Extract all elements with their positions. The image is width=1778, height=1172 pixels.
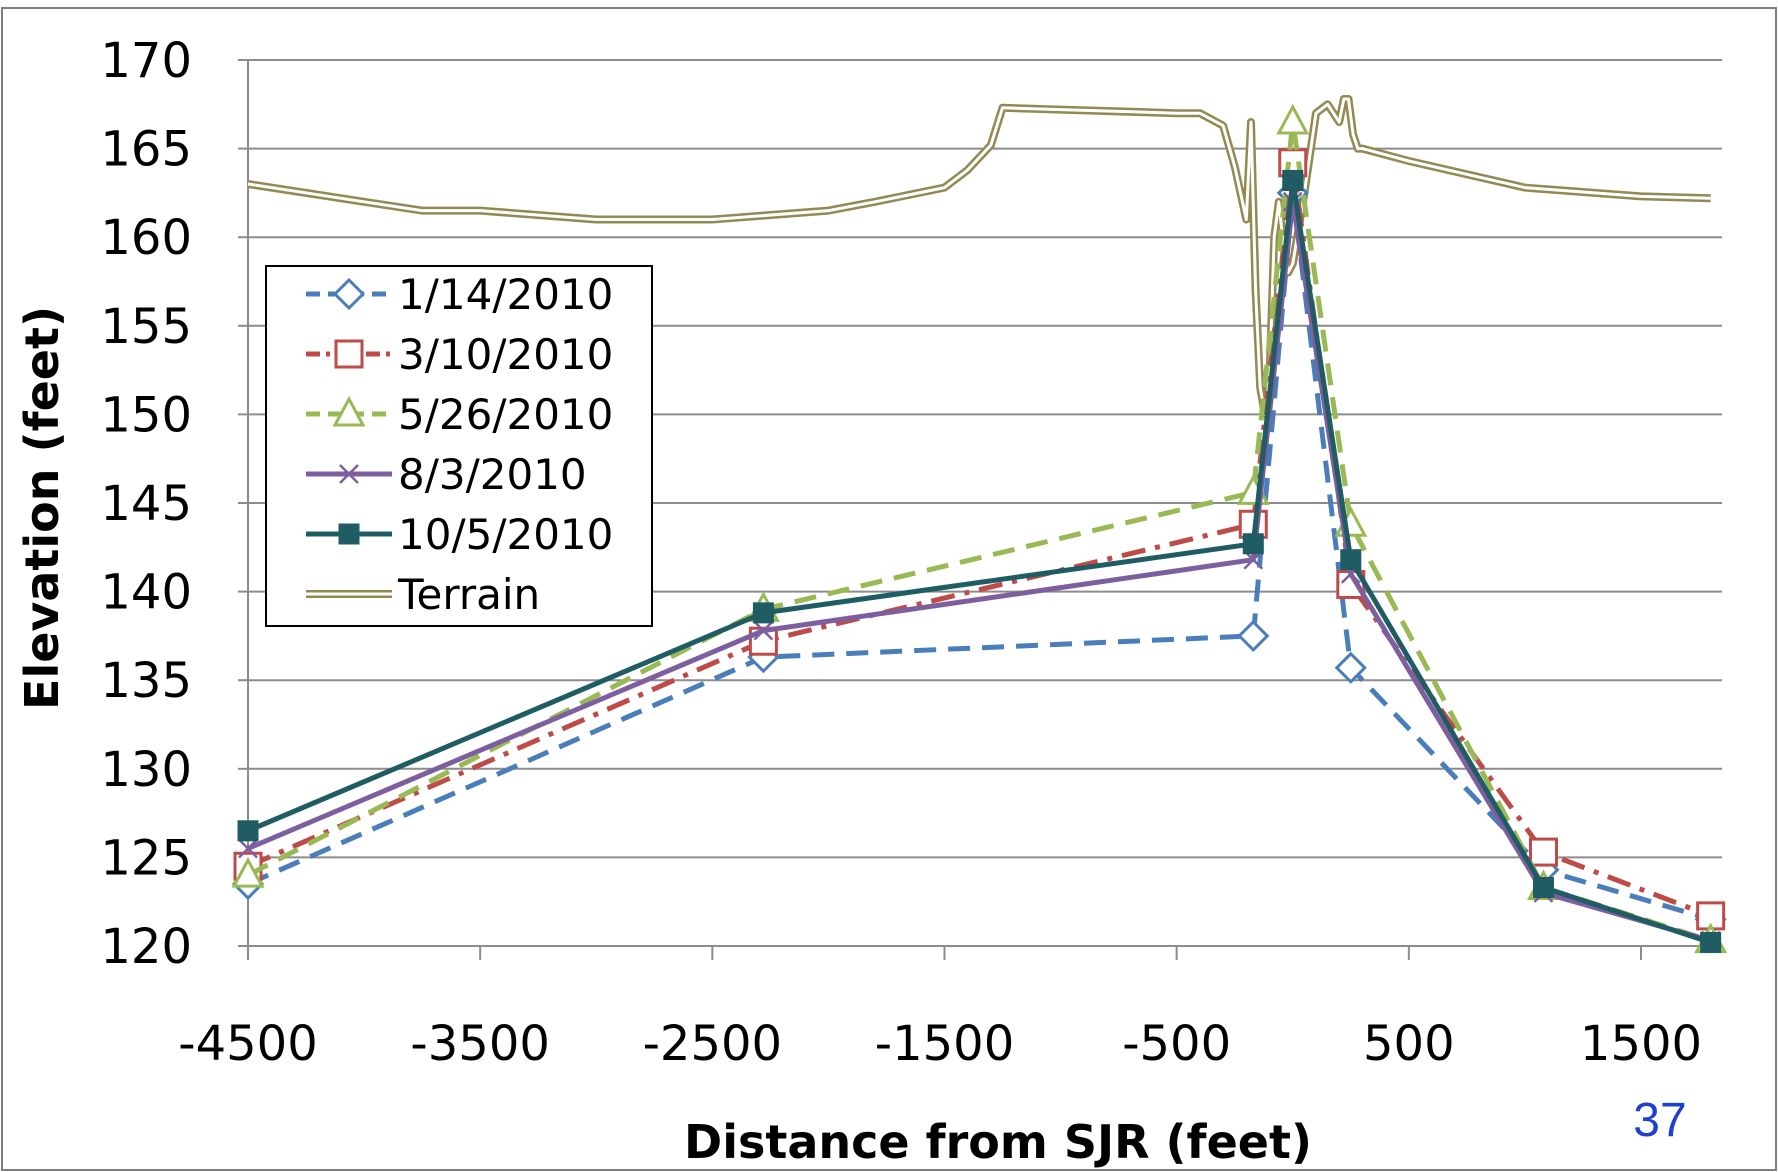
legend-label: 3/10/2010: [398, 330, 613, 379]
legend-label: 8/3/2010: [398, 450, 587, 499]
data-point-marker: [1237, 619, 1270, 653]
marker-stroke: [753, 620, 774, 641]
y-tick-label: 150: [100, 387, 192, 443]
series-line-inner: [247, 97, 1711, 416]
data-point-marker: [238, 838, 258, 859]
data-point-marker: [752, 602, 774, 624]
data-point-marker: [338, 523, 360, 545]
y-tick-label: 155: [100, 299, 192, 355]
x-tick-label: 500: [1363, 1016, 1455, 1072]
series-terrain: [247, 95, 1711, 419]
y-axis-title: Elevation (feet): [15, 306, 69, 710]
legend-item: Terrain: [306, 570, 540, 619]
data-point-marker: [753, 620, 774, 641]
y-tick-label: 140: [100, 565, 192, 621]
legend-item: 10/5/2010: [306, 510, 613, 559]
y-tick-label: 165: [100, 122, 192, 178]
y-tick-label: 145: [100, 476, 192, 532]
y-tick-label: 170: [100, 33, 192, 89]
chart-frame: [1, 7, 1777, 1171]
data-point-marker: [1276, 103, 1310, 135]
legend-label: 5/26/2010: [398, 390, 613, 439]
x-tick-label: -2500: [643, 1016, 782, 1072]
legend-label: 10/5/2010: [398, 510, 613, 559]
y-tick-label: 120: [100, 919, 192, 975]
y-tick-label: 125: [100, 830, 192, 886]
data-point-marker: [1282, 169, 1304, 191]
data-point-marker: [1528, 837, 1558, 867]
x-tick-label: -4500: [178, 1016, 317, 1072]
data-point-marker: [231, 856, 265, 888]
page-number: 37: [1633, 1094, 1686, 1147]
data-point-marker: [1700, 931, 1722, 953]
legend-label: 1/14/2010: [398, 270, 613, 319]
legend: 1/14/2010 3/10/2010 5/26/2010 8/3/2010 10/5/…: [265, 265, 653, 627]
legend-item: 5/26/2010: [306, 390, 613, 439]
y-axis: 120 125 130 135 140 145 150 155 160 165 170: [100, 33, 249, 975]
data-point-marker: [332, 277, 366, 311]
legend-label: Terrain: [397, 570, 540, 619]
x-axis-title: Distance from SJR (feet): [684, 1115, 1312, 1169]
data-point-marker: [339, 464, 359, 484]
series-10-5-2010: [237, 169, 1722, 953]
legend-item: 8/3/2010: [306, 450, 587, 499]
data-point-marker: [1532, 877, 1554, 899]
plot-area: [231, 95, 1728, 954]
x-tick-label: -3500: [410, 1016, 549, 1072]
data-point-marker: [1334, 651, 1367, 684]
y-tick-label: 135: [100, 653, 192, 709]
legend-item: 1/14/2010: [306, 270, 613, 319]
legend-box: [265, 265, 653, 627]
x-tick-label: -500: [1122, 1016, 1231, 1072]
x-axis: -4500 -3500 -2500 -1500 -500 500 1500: [178, 946, 1702, 1072]
legend-item: 3/10/2010: [306, 330, 613, 379]
data-point-marker: [237, 820, 259, 842]
data-point-marker: [334, 339, 364, 369]
data-point-marker: [1242, 533, 1264, 555]
y-tick-label: 160: [100, 210, 192, 266]
x-tick-label: -1500: [875, 1016, 1014, 1072]
marker-stroke: [339, 464, 359, 484]
x-tick-label: 1500: [1580, 1016, 1702, 1072]
data-point-marker: [332, 395, 366, 427]
data-point-marker: [1340, 549, 1362, 571]
marker-stroke: [238, 838, 258, 859]
y-tick-label: 130: [100, 742, 192, 798]
